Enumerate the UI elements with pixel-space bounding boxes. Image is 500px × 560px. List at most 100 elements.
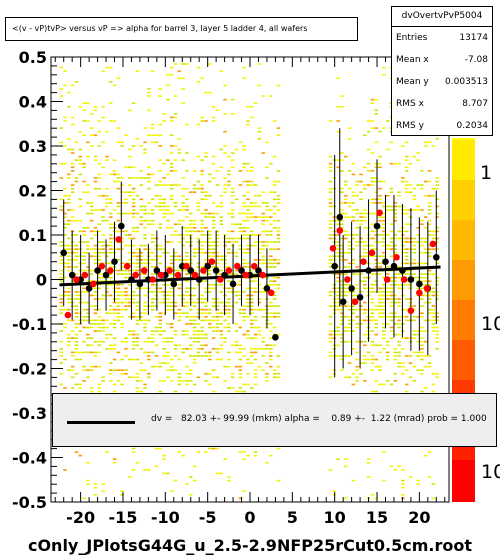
stats-row-mean-y: Mean y 0.003513 <box>392 71 492 93</box>
data-point-red <box>329 245 337 252</box>
data-point-red <box>383 276 391 283</box>
data-point-black <box>272 334 279 341</box>
data-point-black <box>117 222 125 230</box>
data-point-red <box>393 253 400 261</box>
data-point-red <box>157 271 165 279</box>
data-point-red <box>183 262 190 270</box>
data-point-black <box>238 267 245 274</box>
data-point-red <box>149 276 156 283</box>
x-tick-label: 20 <box>408 508 430 527</box>
data-point-black <box>187 267 195 274</box>
data-point-black <box>263 285 271 292</box>
data-point-red <box>166 267 173 274</box>
stats-label: Mean x <box>396 55 429 65</box>
data-point-red <box>225 267 233 274</box>
x-tick-label: -15 <box>109 508 138 527</box>
data-point-red <box>106 267 114 274</box>
y-tick-label: 0.5 <box>19 48 47 67</box>
data-points <box>60 209 440 341</box>
data-point-red <box>242 271 250 279</box>
y-tick-label: -0.2 <box>12 360 47 379</box>
data-point-black <box>255 267 262 274</box>
stats-label: Entries <box>396 33 428 43</box>
data-point-black <box>212 267 220 274</box>
data-point-black <box>204 262 211 270</box>
data-point-red <box>191 271 199 279</box>
data-point-black <box>365 267 372 274</box>
stats-value: 0.003513 <box>445 77 488 87</box>
x-tick-label: 10 <box>324 508 346 527</box>
data-point-black <box>102 271 110 279</box>
colorbar-label: 10 <box>481 461 500 483</box>
data-point-black <box>356 294 364 301</box>
y-tick-label: 0 <box>36 271 47 290</box>
data-point-red <box>81 271 89 279</box>
data-point-black <box>339 298 347 306</box>
x-tick-label: -10 <box>151 508 180 527</box>
data-point-red <box>132 271 139 279</box>
data-point-red <box>233 262 241 270</box>
data-point-red <box>174 271 182 279</box>
stats-row-entries: Entries 13174 <box>392 27 492 49</box>
data-point-red <box>90 280 97 288</box>
stats-value: -7.08 <box>464 55 488 65</box>
data-point-red <box>429 240 437 248</box>
y-tick-label: -0.4 <box>12 449 47 468</box>
data-point-red <box>217 276 224 283</box>
colorbar-label: 1 <box>480 162 492 184</box>
data-point-red <box>416 289 423 297</box>
x-tick-label: 0 <box>244 508 255 527</box>
stats-box: dvOvertvPvP5004 Entries 13174 Mean x -7.… <box>391 6 493 136</box>
data-point-red <box>400 276 408 283</box>
data-point-black <box>348 285 355 292</box>
fit-legend-text: dv = 82.03 +- 99.99 (mkm) alpha = 0.89 +… <box>151 414 487 424</box>
data-point-black <box>170 280 178 288</box>
y-tick-label: -0.1 <box>12 315 47 334</box>
data-point-red <box>368 249 376 257</box>
data-point-red <box>360 258 367 266</box>
stats-label: RMS x <box>396 99 424 109</box>
data-point-black <box>390 262 398 270</box>
x-tick-label: -5 <box>199 508 217 527</box>
stats-value: 0.2034 <box>456 121 489 131</box>
data-point-black <box>153 267 161 274</box>
stats-value: 13174 <box>459 33 488 43</box>
data-point-black <box>399 267 406 274</box>
stats-row-rms-y: RMS y 0.2034 <box>392 115 492 137</box>
data-point-red <box>351 298 359 306</box>
data-point-black <box>416 280 423 288</box>
data-point-red <box>376 209 383 217</box>
data-point-red <box>200 267 207 274</box>
data-point-black <box>432 253 440 261</box>
fit-legend-line <box>67 421 135 424</box>
stats-label: Mean y <box>396 77 429 87</box>
data-point-black <box>336 213 344 221</box>
data-point-black <box>68 271 76 279</box>
data-point-black <box>60 249 68 257</box>
data-point-black <box>407 276 415 283</box>
stats-title: dvOvertvPvP5004 <box>392 7 492 27</box>
data-point-red <box>208 258 216 266</box>
x-tick-label: 15 <box>366 508 388 527</box>
data-point-red <box>64 311 72 319</box>
y-tick-label: -0.5 <box>12 493 47 512</box>
data-point-red <box>250 262 258 270</box>
data-point-red <box>267 289 275 297</box>
y-tick-label: 0.4 <box>19 93 47 112</box>
stats-row-rms-x: RMS x 8.707 <box>392 93 492 115</box>
tick-labels: -20 -15 -10 -5 0 5 10 15 20 -0.5 -0.4 -0.3 -0.2 -0.1 0… <box>12 48 430 527</box>
data-point-black <box>382 258 389 266</box>
data-point-red <box>123 262 131 270</box>
data-point-black <box>128 276 135 283</box>
colorbar-label: 10 <box>481 313 500 335</box>
y-tick-label: 0.3 <box>19 137 47 156</box>
data-point-red <box>115 236 123 243</box>
fit-legend: dv = 82.03 +- 99.99 (mkm) alpha = 0.89 +… <box>52 393 497 447</box>
x-tick-label: 5 <box>287 508 298 527</box>
data-point-red <box>407 307 415 314</box>
stats-row-mean-x: Mean x -7.08 <box>392 49 492 71</box>
data-point-red <box>140 267 148 274</box>
data-point-red <box>98 262 106 270</box>
stats-value: 8.707 <box>462 99 488 109</box>
data-point-black <box>221 271 228 279</box>
